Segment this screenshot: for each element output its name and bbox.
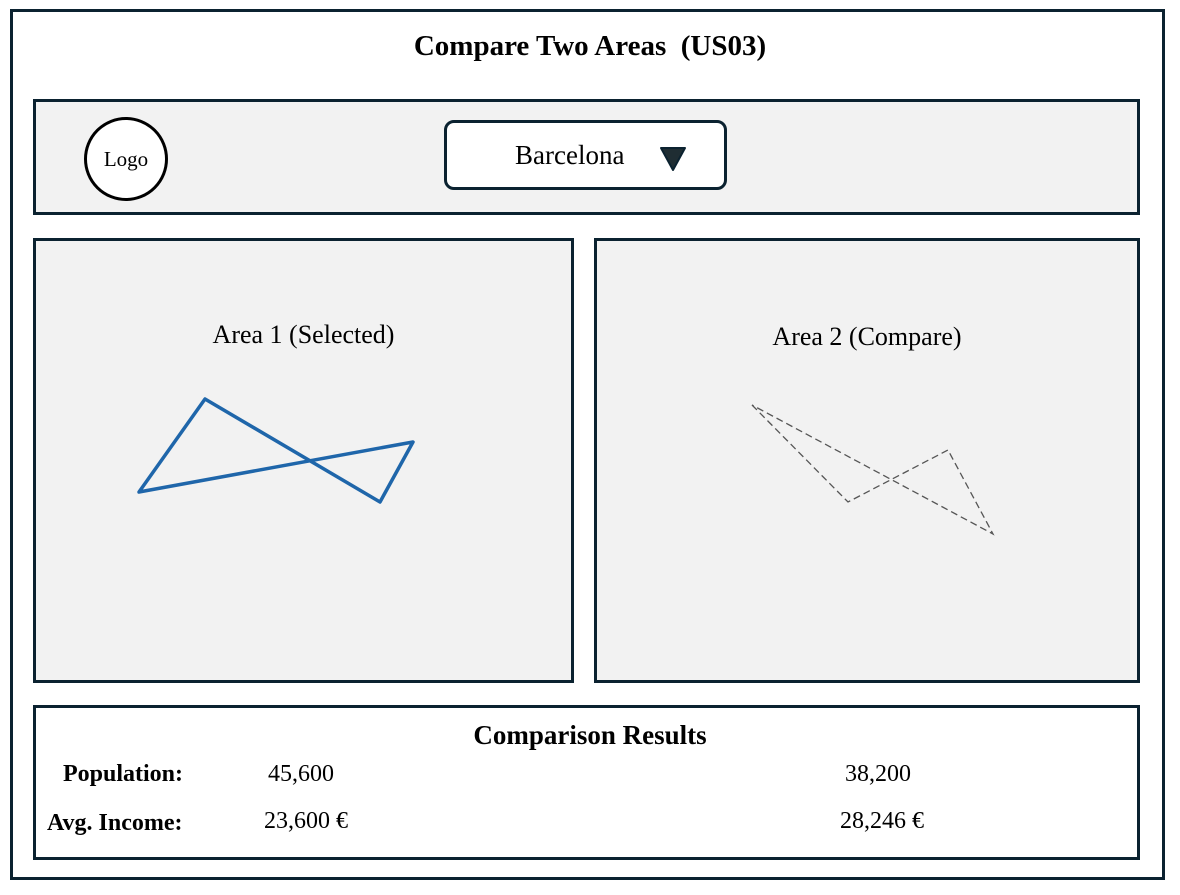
area-1-label: Area 1 (Selected) [212, 320, 395, 349]
area-1-panel[interactable]: Area 1 (Selected) [33, 238, 574, 683]
area-1-outline[interactable] [36, 241, 571, 680]
logo-text: Logo [103, 146, 149, 171]
page-title: Compare Two Areas (US03) [413, 30, 767, 62]
population-area-2-value: 38,200 [845, 761, 911, 787]
city-select-value: Barcelona [515, 140, 625, 170]
area-2-outline[interactable] [597, 241, 1137, 680]
city-select[interactable]: Barcelona [444, 120, 727, 190]
triangle-down-icon [660, 147, 686, 171]
avg-income-area-1-value: 23,600 € [264, 808, 348, 834]
avg-income-area-2-value: 28,246 € [840, 808, 924, 834]
comparison-results-panel [33, 705, 1140, 860]
area-2-panel[interactable]: Area 2 (Compare) [594, 238, 1140, 683]
app-frame [10, 9, 1165, 880]
population-area-1-value: 45,600 [268, 761, 334, 787]
logo[interactable]: Logo [84, 117, 168, 201]
comparison-results-title: Comparison Results [473, 720, 707, 750]
avg-income-label: Avg. Income: [47, 810, 183, 836]
area-2-label: Area 2 (Compare) [772, 322, 962, 351]
header-bar [33, 99, 1140, 215]
population-label: Population: [63, 761, 184, 787]
